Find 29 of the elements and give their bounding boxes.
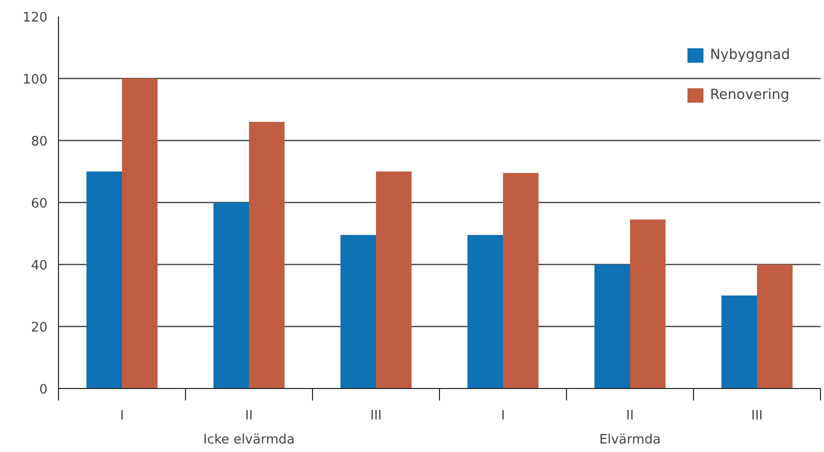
bar: [213, 202, 249, 388]
x-tick-label: I: [120, 408, 124, 424]
bar: [594, 264, 630, 388]
x-tick-label: III: [370, 408, 382, 424]
x-tick-label: I: [501, 408, 505, 424]
bar: [630, 220, 666, 388]
legend-label: Nybyggnad: [710, 47, 790, 63]
bar: [721, 296, 757, 388]
bar: [376, 172, 412, 388]
legend-label: Renovering: [710, 87, 790, 103]
bar: [757, 264, 793, 388]
y-tick-label: 100: [22, 72, 48, 88]
bar: [249, 122, 285, 388]
y-tick-label: 40: [30, 258, 48, 274]
y-tick-label: 120: [22, 10, 48, 26]
text: Elvärmda: [599, 432, 661, 448]
bar: [122, 78, 158, 388]
x-tick-label: II: [245, 408, 253, 424]
text: Icke elvärmda: [203, 432, 295, 448]
x-tick-label: II: [626, 408, 634, 424]
y-tick-label: 20: [30, 320, 48, 336]
x-tick-label: III: [751, 408, 763, 424]
bar: [86, 172, 122, 388]
y-tick-label: 0: [39, 382, 48, 398]
bar: [467, 235, 503, 388]
bar: [503, 173, 539, 388]
bar: [340, 235, 376, 388]
y-tick-label: 60: [30, 196, 48, 212]
y-tick-label: 80: [30, 134, 48, 150]
